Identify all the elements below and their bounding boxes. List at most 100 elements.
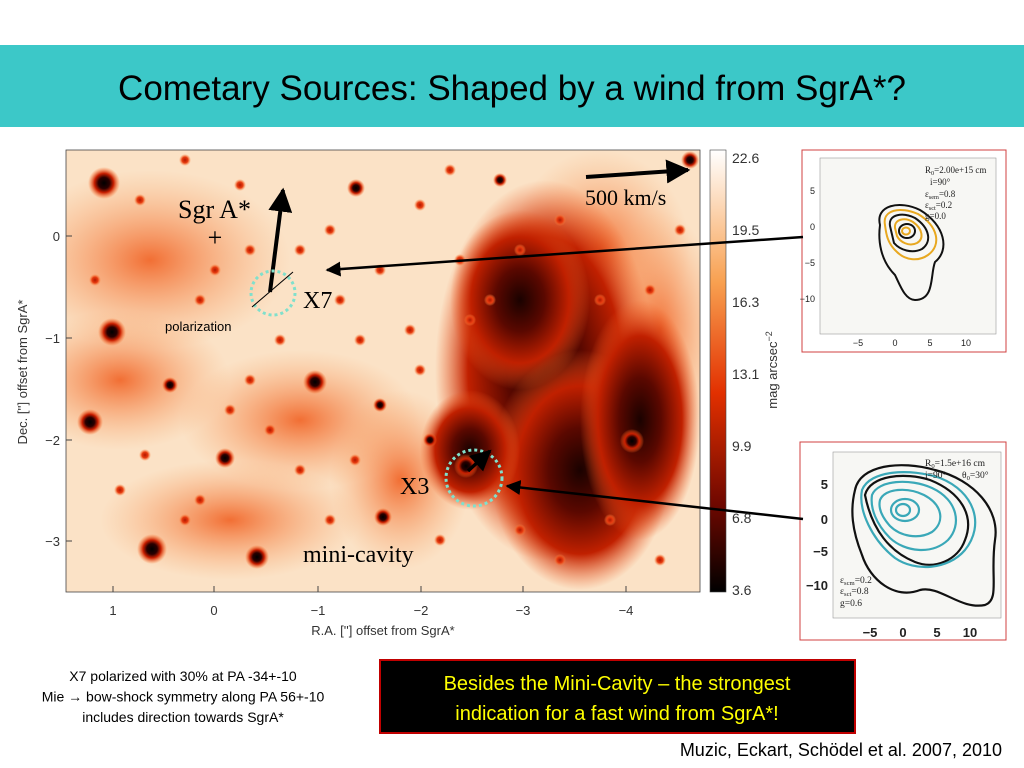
- inset-parameter: R0=2.00e+15 cm: [925, 165, 986, 177]
- star: [373, 398, 387, 412]
- faint-star: [434, 534, 446, 546]
- x3-label: X3: [400, 474, 429, 500]
- inset-y-tick-label: −5: [805, 258, 815, 268]
- inset-parameter: R0=1.5e+16 cm: [925, 459, 986, 470]
- inset-x-tick-label: 0: [899, 625, 906, 640]
- inset-parameter: i=90°: [930, 177, 951, 187]
- faint-star: [484, 294, 496, 306]
- faint-star: [604, 514, 616, 526]
- faint-star: [554, 554, 566, 566]
- colorbar-tick-label: 6.8: [732, 510, 752, 526]
- caption-line: X7 polarized with 30% at PA -34+-10: [69, 668, 297, 684]
- star: [88, 167, 120, 199]
- pointer-arrow: [325, 235, 804, 277]
- param-value: g=0.0: [925, 211, 946, 221]
- faint-star: [194, 294, 206, 306]
- star: [77, 409, 103, 435]
- colorbar-tick-label: 3.6: [732, 582, 752, 598]
- x3-arrow: [466, 449, 492, 473]
- faint-star: [334, 294, 346, 306]
- faint-star: [414, 364, 426, 376]
- param-value: =30°: [970, 470, 989, 481]
- faint-star: [324, 224, 336, 236]
- highlight-line: Besides the Mini-Cavity – the strongest: [444, 673, 791, 695]
- inset-y-tick-label: −5: [813, 544, 828, 559]
- star: [137, 534, 167, 564]
- x-tick-label: −3: [516, 603, 531, 618]
- image-frame: [65, 149, 701, 593]
- inset-x-tick-label: 5: [927, 338, 932, 348]
- y-tick-label: −1: [45, 331, 60, 346]
- faint-star: [354, 334, 366, 346]
- inset-parameter: θ0=30°: [962, 470, 989, 482]
- param-value: =2.00e+15 cm: [934, 165, 986, 175]
- param-symbol: ε: [925, 200, 929, 210]
- inset-y-tick-label: −10: [800, 294, 815, 304]
- param-symbol: ε: [840, 576, 844, 586]
- sgra-marker: +: [208, 223, 223, 252]
- pointer-arrow: [505, 480, 804, 521]
- faint-star: [139, 449, 151, 461]
- faint-star: [404, 324, 416, 336]
- faint-star: [514, 244, 526, 256]
- star: [620, 429, 644, 453]
- star: [162, 377, 178, 393]
- param-value: =1.5e+16 cm: [935, 459, 986, 469]
- faint-star: [514, 524, 526, 536]
- star: [215, 448, 235, 468]
- faint-star: [654, 554, 666, 566]
- x-tick-label: −2: [414, 603, 429, 618]
- star: [98, 318, 126, 346]
- param-value: =0.8: [851, 587, 868, 597]
- caption-line: includes direction towards SgrA*: [82, 709, 284, 725]
- x7-label: X7: [303, 288, 332, 314]
- colorbar-tick-label: 22.6: [732, 150, 759, 166]
- colorbar-unit: mag arcsec: [765, 341, 780, 409]
- faint-star: [674, 224, 686, 236]
- citation: Muzic, Eckart, Schödel et al. 2007, 2010: [680, 740, 1002, 760]
- inset-y-tick-label: −10: [806, 578, 828, 593]
- title-bar: [0, 45, 1024, 127]
- colorbar-tick-label: 19.5: [732, 222, 759, 238]
- param-subscript: scm: [844, 580, 856, 587]
- inset-parameter: g=0.6: [840, 599, 862, 609]
- x-tick-label: −4: [619, 603, 634, 618]
- astro-image: [66, 150, 700, 592]
- faint-star: [294, 244, 306, 256]
- inset-x-tick-label: 10: [963, 625, 977, 640]
- inset-contours: [851, 464, 997, 607]
- faint-star: [644, 284, 656, 296]
- colorbar-unit-sup: −2: [764, 331, 774, 341]
- highlight-line: indication for a fast wind from SgrA*!: [455, 703, 778, 725]
- colorbar-tick-label: 9.9: [732, 438, 752, 454]
- param-symbol: R: [925, 165, 931, 175]
- colorbar-label: mag arcsec−2: [764, 331, 780, 408]
- inset-x-tick-label: 10: [961, 338, 971, 348]
- inset-y-tick-label: 5: [810, 186, 815, 196]
- dark-cloud: [580, 300, 700, 540]
- param-subscript: sem: [929, 194, 939, 201]
- faint-star: [89, 274, 101, 286]
- y-axis-label: Dec. [''] offset from SgrA*: [15, 300, 30, 445]
- faint-star: [194, 494, 206, 506]
- inset-parameter: i=90°: [925, 470, 946, 481]
- title: Cometary Sources: Shaped by a wind from …: [118, 69, 906, 108]
- inset-parameter: εscm=0.2: [840, 576, 872, 587]
- y-tick-label: −2: [45, 433, 60, 448]
- faint-star: [594, 294, 606, 306]
- colorbar-tick-label: 13.1: [732, 366, 759, 382]
- x-tick-label: 0: [210, 603, 217, 618]
- polarization-label: polarization: [165, 319, 232, 334]
- inset-x-tick-label: 0: [892, 338, 897, 348]
- x-tick-label: −1: [311, 603, 326, 618]
- inset-x-tick-label: 5: [933, 625, 940, 640]
- faint-star: [134, 194, 146, 206]
- param-subscript: 0: [967, 475, 971, 482]
- param-value: i=90°: [930, 177, 951, 187]
- inset-parameter: g=0.0: [925, 211, 946, 221]
- faint-star: [244, 244, 256, 256]
- faint-star: [324, 514, 336, 526]
